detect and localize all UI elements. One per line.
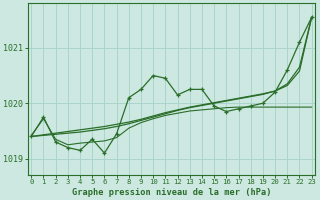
X-axis label: Graphe pression niveau de la mer (hPa): Graphe pression niveau de la mer (hPa) xyxy=(72,188,271,197)
